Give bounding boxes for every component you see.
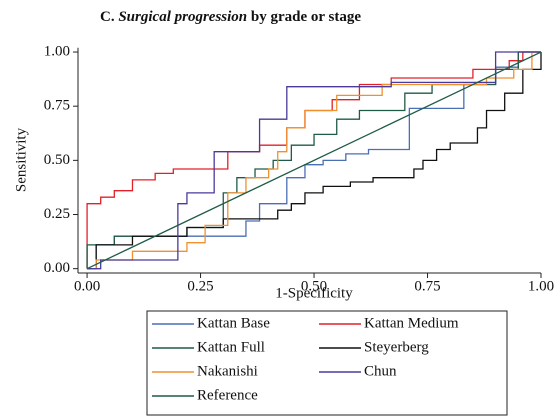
- roc-line: [87, 52, 542, 270]
- x-tick-label: 0.75: [414, 278, 440, 294]
- roc-line: [86, 51, 542, 270]
- legend-label: Chun: [364, 363, 397, 379]
- chart-title: C. Surgical progression by grade or stag…: [100, 9, 361, 25]
- legend-label: Reference: [197, 387, 258, 403]
- legend-label: Kattan Base: [197, 315, 270, 331]
- y-tick-label: 0.00: [44, 260, 70, 276]
- y-tick-label: 0.25: [44, 206, 70, 222]
- x-axis-label: 1-Specificity: [275, 285, 353, 301]
- legend-label: Kattan Full: [197, 339, 265, 355]
- title-part: C.: [100, 9, 115, 25]
- y-tick-label: 0.75: [44, 98, 70, 114]
- legend-label: Kattan Medium: [364, 315, 459, 331]
- roc-line: [87, 51, 541, 270]
- title-part: Surgical progression: [118, 9, 247, 25]
- x-tick-label: 0.50: [301, 278, 327, 294]
- roc-line: [87, 51, 541, 270]
- y-tick-label: 0.50: [44, 152, 70, 168]
- legend-label: Nakanishi: [197, 363, 258, 379]
- x-tick-label: 0.25: [187, 278, 213, 294]
- x-tick-label: 0.00: [74, 278, 100, 294]
- legend-label: Steyerberg: [364, 339, 429, 355]
- x-tick-label: 1.00: [528, 278, 554, 294]
- legend-box: [146, 310, 508, 416]
- y-axis-label: Sensitivity: [13, 127, 29, 192]
- y-tick-label: 1.00: [44, 43, 70, 59]
- title-part: by grade or stage: [251, 9, 361, 25]
